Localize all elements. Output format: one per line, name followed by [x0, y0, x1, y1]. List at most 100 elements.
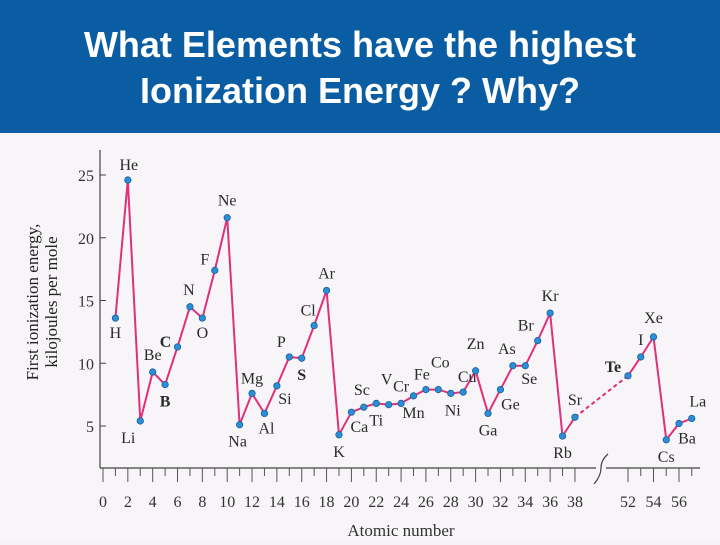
point-Li	[136, 417, 144, 425]
x-tick-label-18: 18	[319, 494, 335, 511]
point-C	[173, 343, 182, 351]
y-axis-label-line-1: First ionization energy,	[23, 224, 42, 381]
element-label-Fe: Fe	[414, 367, 430, 384]
x-tick-label-36: 36	[542, 494, 558, 511]
element-label-O: O	[197, 325, 209, 342]
title-banner: What Elements have the highest Ionizatio…	[0, 0, 720, 133]
element-label-Al: Al	[258, 420, 275, 437]
point-Al	[260, 409, 269, 418]
element-label-Xe: Xe	[644, 310, 663, 327]
element-label-Zn: Zn	[467, 336, 485, 353]
element-label-Te: Te	[605, 359, 621, 376]
axes	[99, 150, 700, 485]
x-tick-label-12: 12	[244, 494, 260, 511]
element-label-Ga: Ga	[479, 422, 498, 439]
point-F	[211, 266, 219, 274]
x-tick-label-6: 6	[174, 494, 182, 511]
y-tick-label-15: 15	[78, 294, 94, 311]
point-Kr	[546, 309, 554, 317]
element-label-Sr: Sr	[568, 392, 583, 409]
element-label-C: C	[160, 334, 172, 351]
point-N	[186, 303, 194, 311]
x-tick-label-32: 32	[492, 494, 508, 511]
point-I	[637, 353, 645, 361]
element-label-Ne: Ne	[218, 193, 237, 210]
element-label-Ar: Ar	[318, 265, 336, 282]
point-H	[111, 314, 120, 322]
element-label-Ba: Ba	[678, 430, 696, 447]
series-line	[114, 179, 693, 443]
element-label-B: B	[160, 394, 171, 411]
y-tick-label-25: 25	[78, 168, 94, 185]
point-Si	[273, 382, 281, 390]
point-Ne	[223, 214, 231, 222]
y-axis-label-line-2: kilojoules per mole	[42, 236, 61, 367]
point-Cu	[459, 388, 467, 396]
element-label-V: V	[381, 372, 393, 389]
x-tick-label-10: 10	[219, 494, 235, 511]
element-label-Be: Be	[144, 347, 162, 364]
chart-area: 5 10 15 20 25 0 2 4 6 8 10 12 14 16 18 20 22 24 26 28 30 32 34…	[0, 133, 720, 540]
x-tick-label-52: 52	[620, 494, 636, 511]
x-tick-label-0: 0	[99, 494, 107, 511]
y-tick-label-10: 10	[78, 356, 94, 373]
element-label-La: La	[689, 393, 706, 410]
element-label-Cu: Cu	[458, 369, 477, 386]
point-Ca	[347, 408, 355, 416]
element-label-Mn: Mn	[402, 405, 424, 422]
point-Ti	[372, 399, 380, 408]
element-label-He: He	[120, 157, 139, 174]
data-points	[111, 176, 696, 444]
x-tick-label-38: 38	[567, 494, 583, 511]
element-label-N: N	[183, 282, 195, 299]
x-tick-label-26: 26	[418, 494, 434, 511]
element-label-Co: Co	[431, 355, 450, 372]
element-label-Mg: Mg	[241, 370, 263, 387]
axis-break-mark	[593, 453, 609, 485]
element-label-F: F	[200, 251, 209, 268]
point-P	[285, 353, 293, 361]
element-label-Cr: Cr	[393, 378, 410, 395]
point-Mg	[248, 389, 256, 397]
element-label-Cs: Cs	[658, 449, 675, 466]
point-As	[509, 362, 517, 370]
element-label-Sc: Sc	[354, 382, 370, 399]
point-Ar	[322, 286, 331, 295]
point-Ba	[675, 419, 683, 428]
slide-title-line-1: What Elements have the highest	[83, 24, 637, 65]
x-tick-label-56: 56	[671, 494, 687, 511]
x-tick-label-24: 24	[393, 494, 409, 511]
point-Cl	[310, 321, 318, 330]
point-He	[124, 176, 132, 184]
element-label-Ni: Ni	[445, 402, 462, 419]
point-V	[385, 401, 393, 409]
point-Cr	[397, 399, 405, 408]
point-K	[335, 431, 343, 439]
element-label-Na: Na	[228, 434, 247, 451]
y-tick-label-20: 20	[78, 231, 94, 248]
element-label-Kr: Kr	[542, 288, 560, 305]
x-axis-label: Atomic number	[347, 521, 455, 540]
point-Ga	[484, 409, 492, 418]
x-tick-label-2: 2	[124, 494, 132, 511]
point-S	[298, 354, 306, 362]
element-label-Ge: Ge	[501, 397, 520, 414]
point-O	[198, 314, 206, 322]
point-Se	[521, 362, 529, 370]
element-label-Se: Se	[521, 371, 537, 388]
point-Fe	[422, 386, 430, 394]
element-label-Li: Li	[121, 430, 136, 447]
slide-title: What Elements have the highest Ionizatio…	[0, 22, 720, 114]
x-tick-label-8: 8	[198, 494, 206, 511]
x-tick-label-34: 34	[517, 494, 533, 511]
x-tick-label-16: 16	[294, 494, 310, 511]
point-Sc	[360, 403, 368, 411]
element-label-K: K	[333, 444, 345, 461]
element-label-Ti: Ti	[369, 412, 383, 429]
point-Be	[149, 368, 157, 376]
element-label-Br: Br	[518, 318, 535, 335]
point-Cs	[662, 436, 670, 444]
